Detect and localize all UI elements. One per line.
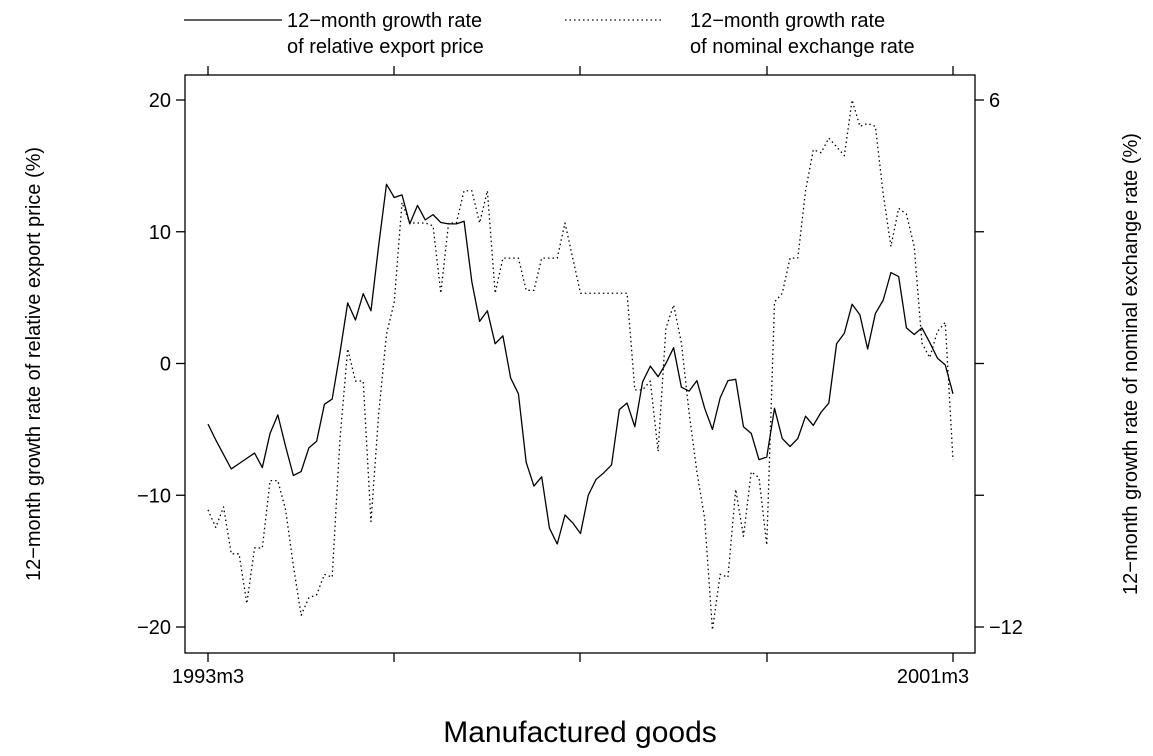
x-tick-label-start: 1993m3 [172, 666, 244, 688]
legend-label-nominal-exchange-rate-line2: of nominal exchange rate [690, 36, 915, 58]
x-tick-label-end: 2001m3 [897, 666, 969, 688]
left-y-tick-label: 10 [149, 222, 171, 244]
right-y-tick-label: −12 [989, 617, 1023, 639]
chart-title: Manufactured goods [443, 716, 717, 749]
left-y-tick-label: −20 [137, 617, 171, 639]
series-layer [207, 99, 954, 631]
left-y-axis: 20 10 0 −10 −20 [137, 90, 185, 639]
x-ticks-bottom [207, 653, 954, 662]
legend-label-relative-export-price-line2: of relative export price [287, 36, 484, 58]
legend: 12−month growth rate of relative export … [184, 10, 915, 58]
legend-label-relative-export-price-line1: 12−month growth rate [287, 10, 482, 32]
left-y-tick-label: 20 [149, 90, 171, 112]
x-ticks-top [207, 66, 954, 75]
series-line-nominal-exchange-rate [207, 99, 954, 631]
right-axis-title: 12−month growth rate of nominal exchange… [1120, 133, 1142, 595]
left-y-tick-label: 0 [160, 354, 171, 376]
left-axis-title: 12−month growth rate of relative export … [23, 147, 45, 581]
left-y-tick-label: −10 [137, 485, 171, 507]
series-line-relative-export-price [207, 183, 954, 545]
legend-label-nominal-exchange-rate-line1: 12−month growth rate [690, 10, 885, 32]
right-y-tick-label: 6 [989, 90, 1000, 112]
right-y-axis: 6 −12 [975, 90, 1023, 639]
